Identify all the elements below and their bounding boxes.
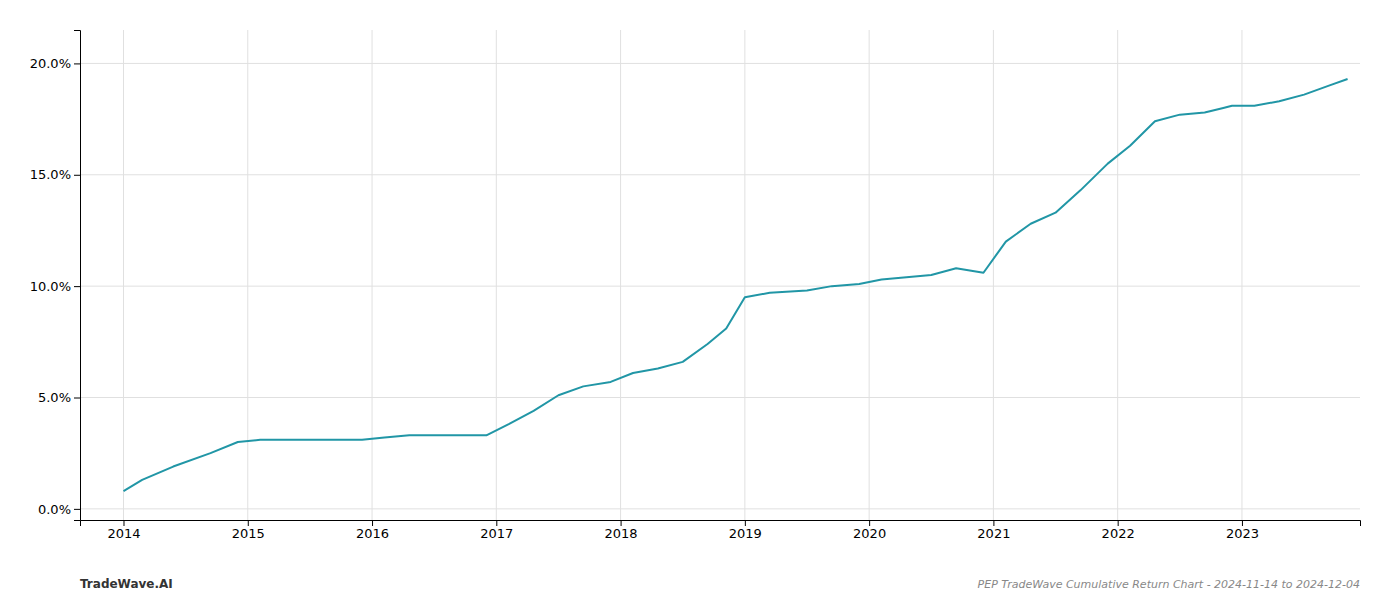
tick-mark [372,520,373,526]
tick-mark [621,520,622,526]
tick: 2015 [232,520,265,541]
tick-label: 2017 [480,526,513,541]
tick: 2018 [605,520,638,541]
tick: 2014 [107,520,140,541]
chart: 2014 2015 2016 2017 2018 2019 2020 2021 2022 2023… [0,0,1400,600]
tick: 2016 [356,520,389,541]
title: PEP TradeWave Cumulative Return Chart - … [978,578,1360,591]
tick-label: 10.0% [30,279,71,294]
line [123,79,1347,491]
tick-label: 5.0% [38,390,71,405]
grid-line [496,30,497,520]
marks [123,79,1347,491]
plot: 2014 2015 2016 2017 2018 2019 2020 2021 2022 2023… [30,30,1361,541]
tick-mark [745,520,746,526]
tick: 2017 [480,520,513,541]
tick-mark [1118,520,1119,526]
tick: 5.0% [38,390,80,405]
tick-label: 2015 [232,526,265,541]
grid-line [372,30,373,520]
tick-label: 2016 [356,526,389,541]
tick-mark [869,520,870,526]
tick-mark [74,175,80,176]
tick: 2023 [1226,520,1259,541]
tick-mark [123,520,124,526]
grid-line [80,397,1360,398]
tick-mark [74,63,80,64]
x-axis: 2014 2015 2016 2017 2018 2019 2020 2021 2022 2023 [81,520,1361,541]
tick-label: 15.0% [30,167,71,182]
grid-line [123,30,124,520]
grid-line [247,30,248,520]
watermark: TradeWave.AI [80,577,173,591]
tick-label: 0.0% [38,502,71,517]
grid-line [744,30,745,520]
tick: 2019 [729,520,762,541]
tick-mark [74,286,80,287]
grid [80,30,1360,520]
tick: 15.0% [30,167,80,182]
y-axis: 0.0% 5.0% 10.0% 15.0% 20.0% [30,31,81,521]
tick-label: 2018 [605,526,638,541]
grid-line [80,286,1360,287]
tick: 2021 [977,520,1010,541]
grid-line [80,174,1360,175]
tick: 0.0% [38,502,80,517]
tick-label: 2019 [729,526,762,541]
grid-line [1241,30,1242,520]
grid-line [80,508,1360,509]
tick-label: 20.0% [30,56,71,71]
tick-label: 2023 [1226,526,1259,541]
tick-mark [1242,520,1243,526]
tick: 10.0% [30,279,80,294]
tick-label: 2021 [977,526,1010,541]
axis-line [74,31,81,521]
grid-line [993,30,994,520]
tick: 2022 [1102,520,1135,541]
tick-mark [993,520,994,526]
tick-mark [74,398,80,399]
tick-mark [74,509,80,510]
grid-line [869,30,870,520]
tick-mark [248,520,249,526]
tick: 2020 [853,520,886,541]
tick-label: 2020 [853,526,886,541]
tick-label: 2022 [1102,526,1135,541]
tick-label: 2014 [107,526,140,541]
grid-line [80,63,1360,64]
grid-line [1117,30,1118,520]
grid-line [620,30,621,520]
tick: 20.0% [30,56,80,71]
axis-line [81,521,1361,527]
tick-mark [496,520,497,526]
